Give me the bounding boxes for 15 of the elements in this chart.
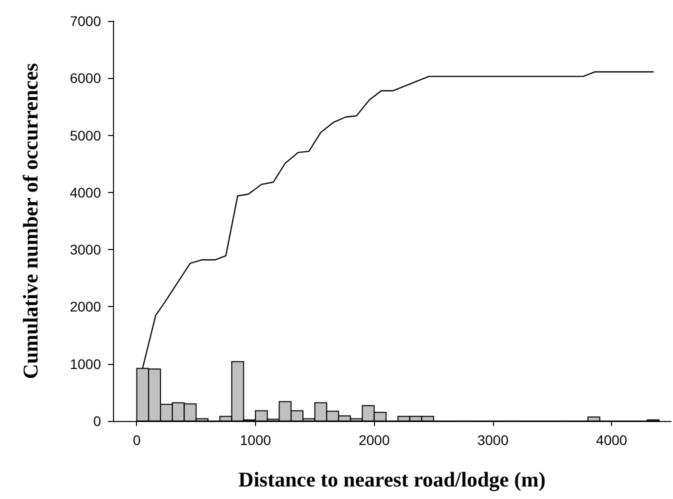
- x-axis-title: Distance to nearest road/lodge (m): [238, 468, 546, 492]
- x-tick-label: 3000: [477, 432, 509, 448]
- y-tick-label: 0: [93, 413, 102, 429]
- x-tick-label: 0: [132, 432, 141, 448]
- y-tick-label: 6000: [70, 70, 102, 86]
- y-tick-label: 3000: [70, 242, 102, 258]
- y-tick-label: 2000: [70, 298, 102, 315]
- y-tick-label: 7000: [70, 13, 102, 29]
- x-tick-label: 1000: [240, 432, 272, 448]
- y-tick-label: 5000: [70, 127, 102, 144]
- y-tick-label: 4000: [70, 184, 102, 200]
- x-tick-label: 2000: [358, 432, 390, 448]
- x-tick-label: 4000: [596, 432, 628, 448]
- y-axis-title: Cumulative number of occurrences: [18, 63, 42, 379]
- y-tick-label: 1000: [70, 356, 102, 372]
